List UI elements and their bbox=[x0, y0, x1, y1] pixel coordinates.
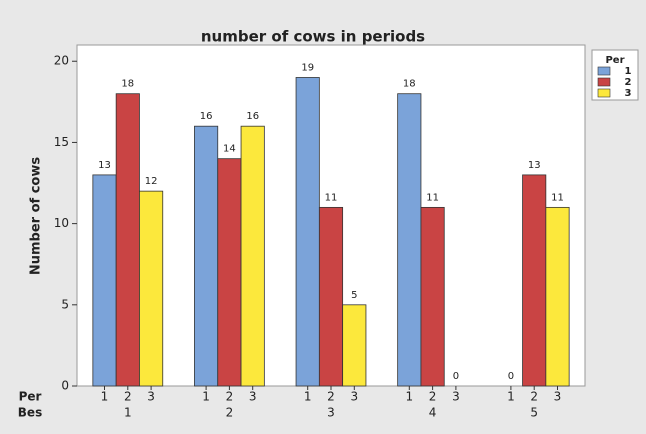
value-label: 0 bbox=[508, 371, 514, 382]
bar bbox=[545, 206, 570, 387]
x-group-label: 3 bbox=[327, 406, 335, 420]
x-tick-label: 2 bbox=[226, 390, 234, 404]
x-row-label: Per bbox=[19, 390, 42, 404]
x-tick-label: 3 bbox=[452, 390, 460, 404]
x-tick-label: 3 bbox=[249, 390, 257, 404]
x-tick-label: 2 bbox=[124, 390, 132, 404]
x-tick-label: 1 bbox=[101, 390, 109, 404]
bar bbox=[115, 93, 140, 387]
y-tick-label: 0 bbox=[61, 379, 69, 393]
legend-swatch bbox=[597, 66, 611, 76]
bar bbox=[217, 158, 242, 387]
x-tick-label: 2 bbox=[327, 390, 335, 404]
y-tick-label: 5 bbox=[61, 297, 69, 311]
value-label: 11 bbox=[325, 192, 338, 203]
x-tick-label: 3 bbox=[350, 390, 358, 404]
value-label: 11 bbox=[426, 192, 439, 203]
value-label: 18 bbox=[403, 79, 416, 90]
y-tick-label: 10 bbox=[54, 216, 69, 230]
legend-label: 3 bbox=[625, 88, 632, 99]
value-label: 14 bbox=[223, 144, 236, 155]
x-group-label: 4 bbox=[429, 406, 437, 420]
value-label: 12 bbox=[145, 176, 158, 187]
value-label: 13 bbox=[98, 160, 111, 171]
value-label: 16 bbox=[246, 111, 259, 122]
legend-title: Per bbox=[605, 55, 624, 66]
x-group-label: 1 bbox=[124, 406, 132, 420]
y-tick-label: 15 bbox=[54, 135, 69, 149]
bar bbox=[342, 304, 367, 387]
value-label: 11 bbox=[551, 192, 564, 203]
bar bbox=[397, 93, 422, 387]
legend-label: 1 bbox=[625, 66, 632, 77]
x-group-label: 2 bbox=[226, 406, 234, 420]
x-tick-label: 3 bbox=[554, 390, 562, 404]
x-tick-label: 2 bbox=[429, 390, 437, 404]
chart-title: number of cows in periods bbox=[201, 28, 425, 46]
value-label: 19 bbox=[301, 62, 314, 73]
value-label: 0 bbox=[453, 371, 459, 382]
value-label: 13 bbox=[528, 160, 541, 171]
x-tick-label: 1 bbox=[405, 390, 413, 404]
value-label: 5 bbox=[351, 290, 357, 301]
x-group-label: 5 bbox=[530, 406, 538, 420]
value-label: 18 bbox=[121, 79, 134, 90]
y-axis-label: Number of cows bbox=[29, 157, 44, 276]
x-tick-label: 3 bbox=[147, 390, 155, 404]
bar bbox=[92, 174, 117, 387]
y-tick-label: 20 bbox=[54, 54, 69, 68]
bar bbox=[420, 206, 445, 387]
legend-label: 2 bbox=[625, 77, 632, 88]
x-tick-label: 1 bbox=[304, 390, 312, 404]
x-tick-label: 2 bbox=[530, 390, 538, 404]
legend-swatch bbox=[597, 77, 611, 87]
bar bbox=[295, 77, 320, 387]
legend-swatch bbox=[597, 88, 611, 98]
x-tick-label: 1 bbox=[202, 390, 210, 404]
bar bbox=[522, 174, 547, 387]
x-tick-label: 1 bbox=[507, 390, 515, 404]
bar bbox=[194, 125, 219, 387]
bar bbox=[240, 125, 265, 387]
bar bbox=[318, 206, 344, 387]
value-label: 16 bbox=[200, 111, 213, 122]
bar bbox=[139, 190, 164, 387]
x-row-label: Bes bbox=[18, 406, 42, 420]
